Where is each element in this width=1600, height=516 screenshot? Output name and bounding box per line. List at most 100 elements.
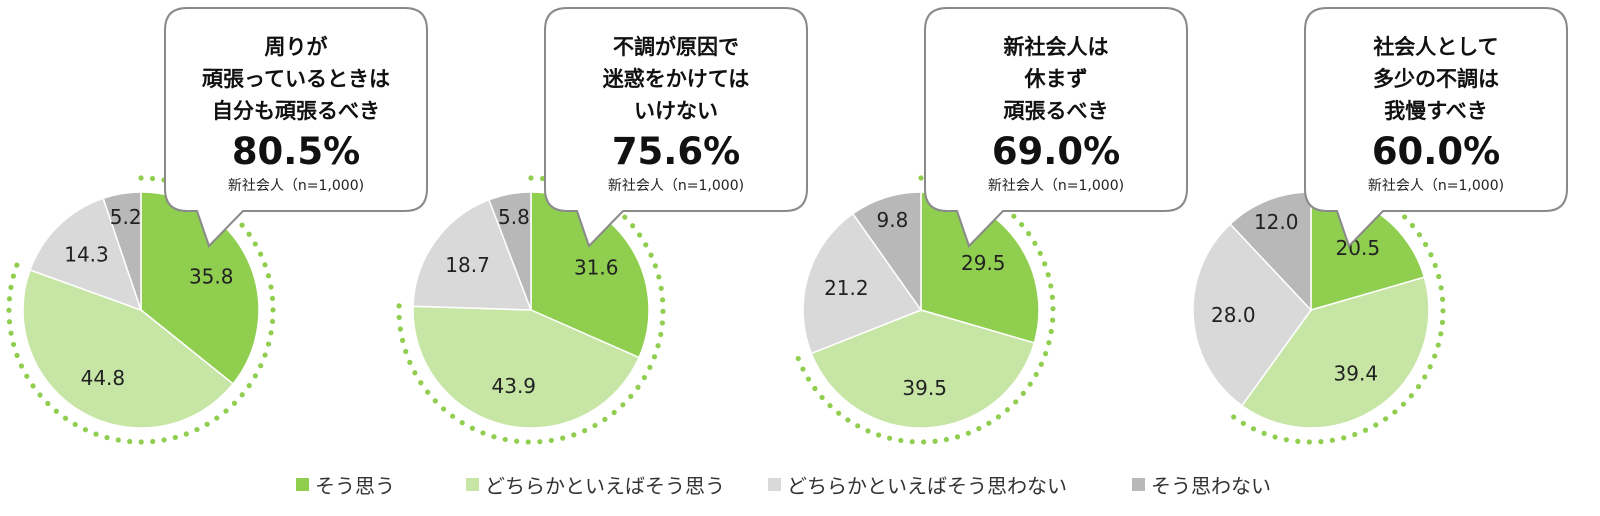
arc-dot <box>440 406 447 412</box>
callout-shape <box>1304 7 1568 248</box>
arc-dot <box>24 373 30 379</box>
arc-dot <box>403 348 409 355</box>
arc-dot <box>658 331 664 338</box>
pie-slice <box>487 191 532 311</box>
arc-dot <box>6 319 13 325</box>
arc-dot <box>150 438 156 445</box>
arc-dot <box>1037 250 1043 256</box>
arc-dot <box>10 341 17 348</box>
arc-dot <box>819 394 825 401</box>
arc-dot <box>1240 420 1246 426</box>
legend-item-somewhat-disagree: どちらかといえばそう思わない <box>768 470 1067 499</box>
slice-value-label: 5.2 <box>110 205 142 229</box>
arc-dot <box>1428 252 1434 258</box>
arc-dot <box>268 284 274 290</box>
arc-dot <box>1048 283 1054 289</box>
callout-question-line: 我慢すべき <box>1384 99 1488 123</box>
arc-dot <box>1432 262 1438 269</box>
arc-dot <box>836 410 842 416</box>
arc-dot <box>660 308 666 314</box>
arc-dot <box>231 400 238 406</box>
arc-dot <box>258 363 264 369</box>
pie-slice <box>22 268 235 429</box>
arc-dot <box>1019 221 1025 228</box>
arc-dot <box>399 337 406 343</box>
arc-dot <box>1011 213 1017 219</box>
callout-sample-note: 新社会人（n=1,000) <box>988 178 1124 194</box>
arc-dot <box>865 428 871 434</box>
arc-dot <box>655 343 661 349</box>
arc-dot <box>161 437 167 443</box>
arc-dot <box>812 385 818 392</box>
arc-dot <box>6 307 12 313</box>
arc-dot <box>1027 381 1033 387</box>
slice-value-label: 31.6 <box>574 255 619 279</box>
arc-dot <box>14 262 20 268</box>
slice-value-label: 9.8 <box>876 208 908 232</box>
arc-dot <box>246 231 252 237</box>
arc-dot <box>246 383 252 389</box>
arc-dot <box>37 392 43 398</box>
arc-dot <box>800 366 806 372</box>
arc-dot <box>1439 319 1446 325</box>
callout-shape <box>544 7 808 248</box>
slice-value-label: 18.7 <box>445 253 490 277</box>
pie-slice <box>102 191 142 311</box>
arc-dot <box>537 439 543 445</box>
callout-question-line: 休まず <box>1024 67 1088 91</box>
arc-dot <box>965 430 971 436</box>
pie-slice <box>1192 222 1312 407</box>
arc-dot <box>1438 285 1444 291</box>
callout-question-line: 新社会人は <box>1004 35 1109 59</box>
legend-swatch <box>296 478 309 491</box>
arc-dot <box>795 355 801 362</box>
arc-dot <box>635 384 641 390</box>
callout-percent: 60.0% <box>1372 130 1500 173</box>
arc-dot <box>571 432 577 438</box>
pie-slice <box>1240 276 1430 429</box>
arc-dot <box>265 341 272 347</box>
arc-dot <box>480 430 486 436</box>
slice-value-label: 21.2 <box>824 276 869 300</box>
arc-dot <box>214 415 220 421</box>
arc-dot <box>459 420 465 426</box>
arc-dot <box>647 364 653 370</box>
arc-dot <box>1283 437 1289 443</box>
arc-dot <box>1032 240 1038 246</box>
arc-dot <box>127 438 133 445</box>
arc-dot <box>82 427 89 433</box>
callout-shape <box>164 7 428 248</box>
arc-dot <box>1352 431 1358 438</box>
callout-question-line: 周りが <box>265 35 328 59</box>
arc-dot <box>611 409 617 416</box>
arc-dot <box>1415 384 1422 390</box>
arc-dot <box>1038 361 1044 367</box>
slice-value-label: 12.0 <box>1254 210 1299 234</box>
arc-dot <box>8 330 14 336</box>
arc-dot <box>918 175 924 181</box>
arc-dot <box>628 393 634 399</box>
arc-dot <box>582 428 588 434</box>
callout-question-line: 頑張るべき <box>1003 99 1109 123</box>
callout-sample-note: 新社会人（n=1,000) <box>1368 178 1504 194</box>
arc-dot <box>397 326 403 332</box>
arc-dot <box>1050 317 1056 323</box>
arc-dot <box>525 439 531 445</box>
arc-dot <box>1042 261 1048 267</box>
pie-slice <box>29 197 143 312</box>
arc-dot <box>204 421 210 427</box>
arc-dot <box>18 363 25 369</box>
arc-dot <box>1408 393 1414 399</box>
arc-dot <box>269 295 276 302</box>
arc-dot <box>1422 374 1428 380</box>
arc-dot <box>805 376 812 382</box>
arc-dot <box>1400 401 1407 407</box>
arc-dot <box>658 285 664 291</box>
callout-question-line: いけない <box>634 99 718 123</box>
arc-dot <box>1048 328 1054 335</box>
arc-dot <box>183 431 189 437</box>
arc-dot <box>954 434 961 440</box>
